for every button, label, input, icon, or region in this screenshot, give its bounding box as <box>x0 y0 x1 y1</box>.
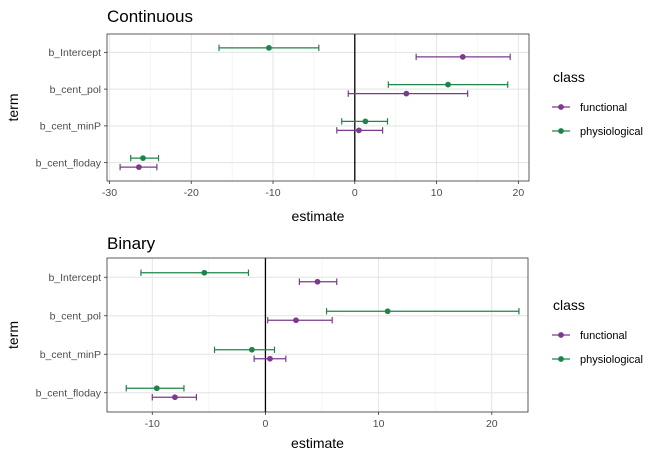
y-tick-label: b_cent_minP <box>40 121 101 133</box>
point-functional <box>293 317 299 324</box>
y-axis-title: term <box>5 94 21 122</box>
legend-label-physiological: physiological <box>580 126 643 138</box>
x-tick-label: -20 <box>184 187 199 199</box>
y-tick-label: b_cent_floday <box>36 388 102 400</box>
x-tick-label: -10 <box>145 418 160 430</box>
y-tick-label: b_cent_minP <box>40 349 101 361</box>
point-functional <box>314 278 321 285</box>
x-axis-title: estimate <box>291 435 344 451</box>
y-tick-label: b_Intercept <box>48 47 101 59</box>
point-functional <box>267 355 273 362</box>
legend-label-functional: functional <box>580 102 627 114</box>
legend-key-point <box>558 128 564 134</box>
y-tick-label: b_cent_pol <box>50 84 101 96</box>
point-functional <box>459 53 466 60</box>
point-functional <box>172 394 178 401</box>
point-functional <box>403 90 410 97</box>
point-functional <box>355 127 362 134</box>
legend-key-point <box>558 104 564 110</box>
x-tick-label: -30 <box>102 187 117 199</box>
legend: class functional physiological <box>552 69 643 138</box>
x-tick-label: 0 <box>263 418 269 430</box>
point-physiological <box>384 308 391 315</box>
x-tick-label: 0 <box>352 187 358 199</box>
x-axis-title: estimate <box>292 208 345 224</box>
point-physiological <box>445 81 451 88</box>
chart-title: Binary <box>107 234 156 253</box>
point-physiological <box>266 44 272 51</box>
legend-key-point <box>558 332 564 338</box>
legend-key-point <box>558 356 564 362</box>
x-tick-label: 10 <box>373 418 385 430</box>
legend-label-functional: functional <box>580 330 627 342</box>
point-functional <box>135 164 142 171</box>
chart-title: Continuous <box>107 7 193 26</box>
point-physiological <box>201 269 208 276</box>
point-physiological <box>153 385 160 392</box>
x-tick-label: 10 <box>431 187 443 199</box>
x-tick-label: -10 <box>265 187 280 199</box>
panel-border <box>106 33 530 182</box>
y-tick-label: b_cent_pol <box>50 311 101 323</box>
legend: class functional physiological <box>552 297 643 366</box>
point-physiological <box>248 346 255 353</box>
plot-background <box>107 34 529 181</box>
x-tick-label: 20 <box>486 418 498 430</box>
y-tick-label: b_cent_floday <box>36 157 102 169</box>
x-tick-label: 20 <box>513 187 525 199</box>
point-physiological <box>140 155 146 162</box>
point-physiological <box>362 118 369 125</box>
panel-2: b_Intercept b_cent_pol b_cent_minP b_cent_f… <box>5 234 643 451</box>
panel-border <box>106 257 529 413</box>
legend-title: class <box>553 297 585 313</box>
legend-title: class <box>553 69 585 85</box>
legend-label-physiological: physiological <box>580 354 643 366</box>
y-axis-title: term <box>5 321 21 349</box>
panel-1: b_Intercept b_cent_pol b_cent_minP b_cent_f… <box>5 7 643 224</box>
y-tick-label: b_Intercept <box>48 272 101 284</box>
